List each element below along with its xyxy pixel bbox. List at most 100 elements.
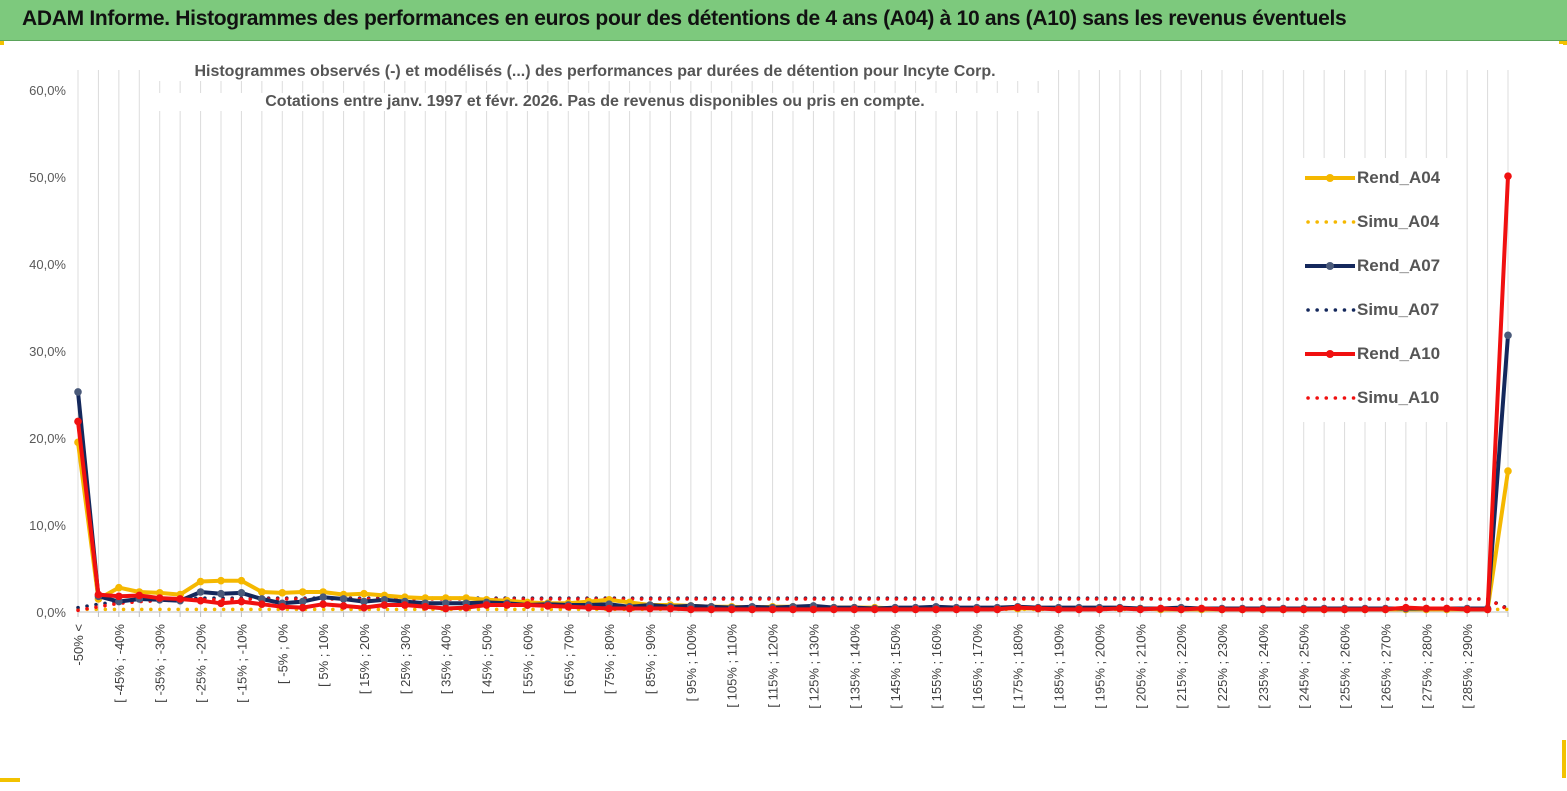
data-point (482, 601, 491, 609)
data-point (360, 597, 368, 606)
data-point (155, 589, 164, 597)
x-tick-label: [ 175% ; 180% (1011, 624, 1026, 709)
data-point (1483, 605, 1492, 614)
data-point (809, 605, 818, 614)
data-point (74, 417, 82, 426)
data-point (237, 597, 246, 606)
series-line (76, 597, 1510, 613)
data-point (748, 605, 756, 614)
data-point (1034, 604, 1042, 613)
data-point (544, 602, 552, 610)
data-point (74, 388, 82, 396)
data-point (339, 602, 348, 610)
legend-swatch (1306, 396, 1357, 400)
data-point (1156, 604, 1165, 613)
data-point (360, 603, 368, 612)
corner-marker (0, 41, 4, 45)
data-point (319, 588, 327, 596)
data-point (1197, 604, 1206, 613)
x-tick-label: [ 195% ; 200% (1092, 624, 1107, 709)
data-point (1320, 605, 1328, 614)
x-tick-label: [ 275% ; 280% (1419, 624, 1434, 709)
x-tick-label: [ 225% ; 230% (1215, 624, 1230, 709)
y-tick-label: 10,0% (29, 518, 66, 533)
y-tick-label: 40,0% (29, 257, 66, 272)
data-point (870, 605, 879, 614)
x-tick-label: [ -25% ; -20% (194, 624, 209, 703)
data-point (237, 576, 246, 585)
data-point (1259, 605, 1267, 614)
data-point (932, 605, 940, 614)
x-tick-label: [ 245% ; 250% (1297, 624, 1312, 709)
x-tick-label: [ 285% ; 290% (1460, 624, 1475, 709)
data-point (278, 602, 287, 611)
data-point (1504, 467, 1512, 475)
data-point (1013, 603, 1022, 612)
x-tick-label: [ 75% ; 80% (602, 624, 617, 695)
data-point (727, 605, 736, 614)
data-point (523, 601, 532, 609)
x-tick-label: [ 265% ; 270% (1378, 624, 1393, 709)
series-Rend_A10 (74, 172, 1512, 614)
data-point (115, 597, 123, 606)
data-point (646, 604, 654, 613)
data-point (237, 589, 246, 597)
y-tick-label: 50,0% (29, 170, 66, 185)
x-tick-label: [ 95% ; 100% (684, 624, 699, 702)
y-tick-label: 60,0% (29, 83, 66, 98)
legend-swatch (1305, 174, 1355, 182)
data-point (319, 593, 327, 602)
x-tick-label: [ 165% ; 170% (970, 624, 985, 709)
data-point (441, 604, 450, 613)
legend-marker (1326, 350, 1334, 358)
x-tick-label: [ -45% ; -40% (112, 624, 127, 703)
data-point (462, 603, 470, 612)
data-point (196, 588, 205, 596)
data-point (441, 599, 450, 608)
data-point (850, 605, 859, 614)
data-point (1299, 605, 1308, 614)
data-point (217, 576, 225, 585)
x-tick-label: [ 65% ; 70% (561, 624, 576, 695)
data-point (421, 602, 430, 611)
data-point (564, 602, 573, 611)
data-point (115, 583, 123, 592)
data-point (1340, 605, 1349, 614)
x-tick-label: [ 125% ; 130% (806, 624, 821, 709)
legend-label: Simu_A07 (1357, 300, 1440, 319)
x-tick-label: [ 85% ; 90% (643, 624, 658, 695)
data-point (401, 601, 409, 609)
data-point (952, 605, 961, 614)
data-point (1218, 605, 1226, 614)
data-point (666, 604, 675, 613)
data-point (1504, 172, 1512, 180)
corner-marker (1559, 41, 1567, 44)
chart-subtitle: Cotations entre janv. 1997 et févr. 2026… (150, 93, 1040, 111)
data-point (789, 605, 797, 614)
x-tick-label: -50% < (71, 624, 86, 666)
data-point (298, 597, 307, 606)
data-point (319, 600, 327, 608)
data-point (421, 594, 430, 602)
data-point (258, 600, 266, 608)
data-point (298, 588, 307, 596)
header-bar: ADAM Informe. Histogrammes des performan… (0, 0, 1567, 41)
x-tick-label: [ 55% ; 60% (520, 624, 535, 695)
y-tick-label: 0,0% (36, 605, 66, 620)
legend-marker (1326, 262, 1334, 270)
x-tick-label: [ 205% ; 210% (1133, 624, 1148, 709)
legend-swatch (1306, 220, 1357, 224)
legend-label: Rend_A10 (1357, 344, 1441, 363)
data-point (135, 591, 144, 600)
data-point (155, 594, 164, 602)
x-tick-label: [ 155% ; 160% (929, 624, 944, 709)
data-point (625, 604, 634, 613)
data-point (217, 589, 225, 598)
legend-marker (1326, 174, 1334, 182)
data-point (1442, 604, 1451, 613)
y-tick-label: 30,0% (29, 344, 66, 359)
data-point (1136, 605, 1145, 614)
data-point (1054, 605, 1063, 614)
data-point (217, 599, 225, 608)
x-tick-label: [ 215% ; 220% (1174, 624, 1189, 709)
